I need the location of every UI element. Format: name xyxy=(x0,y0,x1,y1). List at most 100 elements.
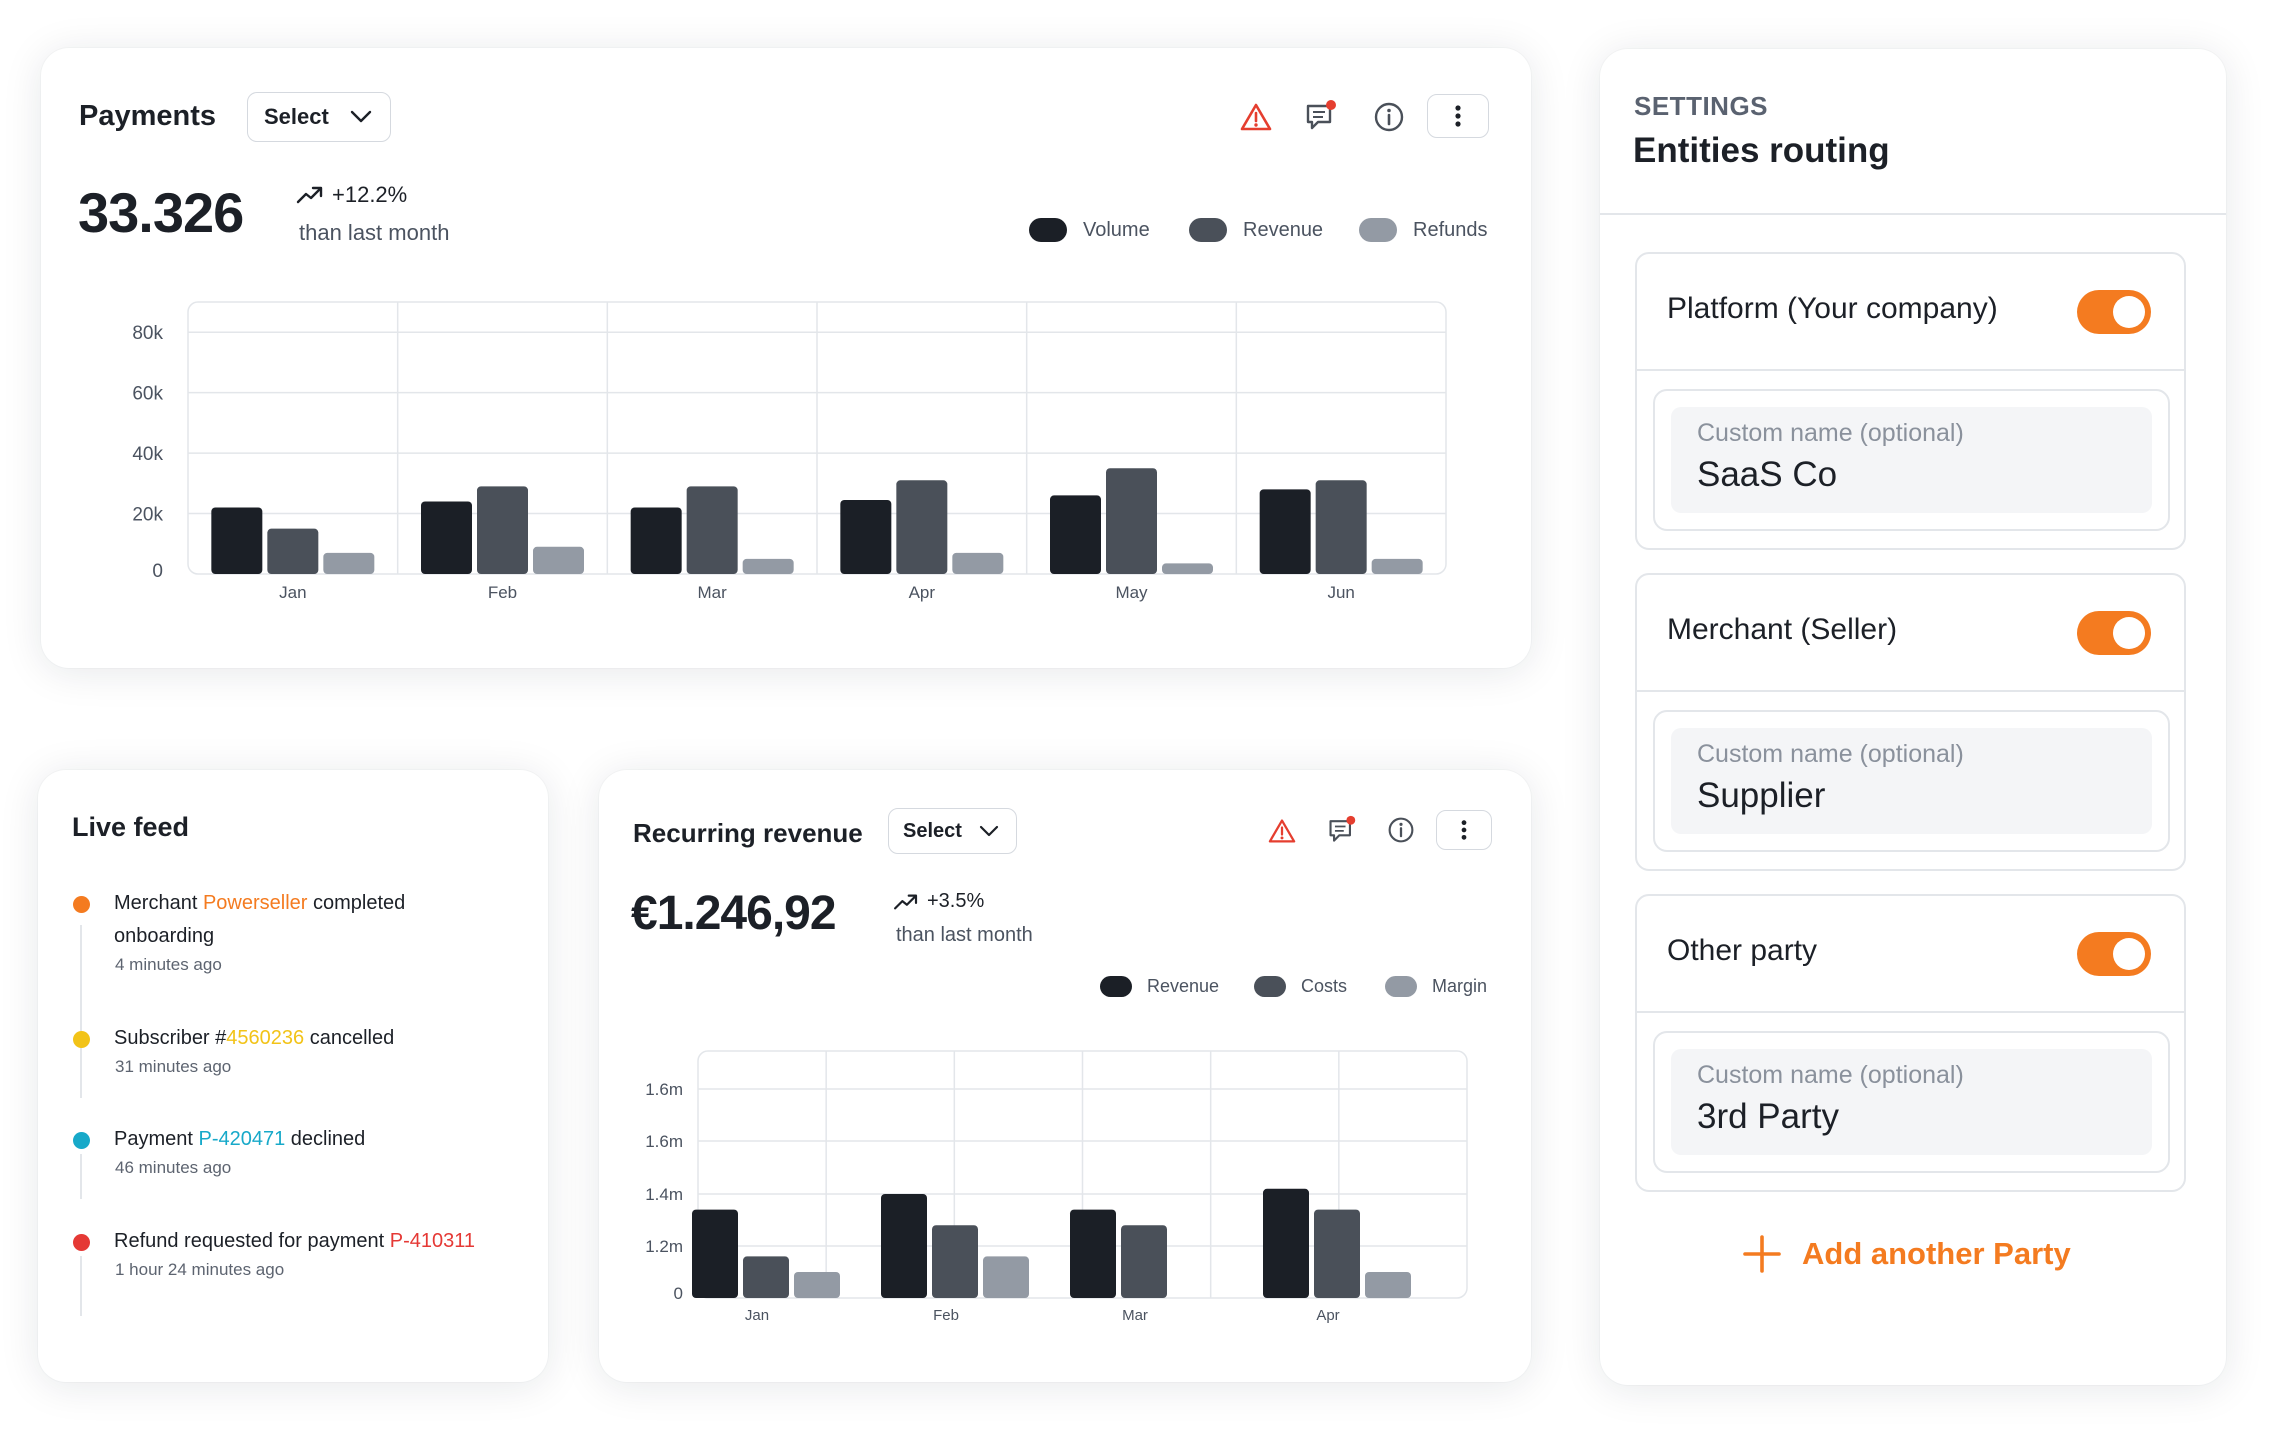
toggle-knob xyxy=(2113,938,2145,970)
party-merchant: Merchant (Seller) Custom name (optional)… xyxy=(1635,573,2186,871)
chevron-down-icon xyxy=(350,110,372,123)
payments-title: Payments xyxy=(79,100,217,132)
feed-item-link[interactable]: Powerseller xyxy=(202,892,308,914)
bar-refunds xyxy=(952,552,1004,574)
feed-item-text: Subscriber #4560236 cancelled xyxy=(114,1022,534,1055)
message-icon[interactable] xyxy=(1326,814,1358,846)
add-party-button[interactable]: Add another Party xyxy=(1742,1234,2071,1274)
trend-value: +12.2% xyxy=(332,182,408,207)
x-tick-label: Jan xyxy=(745,1307,769,1324)
legend-refunds: Refunds xyxy=(1359,218,1488,242)
custom-name-field[interactable]: Custom name (optional) 3rd Party xyxy=(1671,1049,2152,1155)
feed-text-prefix: Subscriber # xyxy=(114,1027,227,1049)
feed-item-text: Refund requested for payment P-410311 xyxy=(114,1225,534,1258)
trend-up-icon xyxy=(296,186,323,204)
divider xyxy=(1600,213,2226,215)
y-tick-label: 1.4m xyxy=(645,1185,683,1204)
select-label: Select xyxy=(903,819,962,842)
field-value: SaaS Co xyxy=(1697,455,1838,494)
feed-status-dot xyxy=(73,896,90,913)
bar-revenue xyxy=(1106,468,1157,574)
legend-label: Volume xyxy=(1083,218,1150,241)
bar-revenue xyxy=(692,1209,738,1298)
select-label: Select xyxy=(264,104,329,129)
y-tick-label: 40k xyxy=(132,444,163,465)
field-value: 3rd Party xyxy=(1697,1097,1839,1136)
y-tick-label: 1.6m xyxy=(645,1080,683,1099)
legend-label: Costs xyxy=(1301,976,1348,996)
trend-value: +3.5% xyxy=(927,890,985,912)
feed-item-time: 1 hour 24 minutes ago xyxy=(115,1260,285,1279)
bar-refunds xyxy=(323,552,375,574)
toggle-knob xyxy=(2113,617,2145,649)
x-tick-label: Jan xyxy=(279,583,306,602)
bar-costs xyxy=(743,1256,789,1298)
party-other: Other party Custom name (optional) 3rd P… xyxy=(1635,894,2186,1192)
legend-label: Margin xyxy=(1432,976,1488,996)
feed-status-dot xyxy=(73,1031,90,1048)
chevron-down-icon xyxy=(979,825,999,837)
x-tick-label: Feb xyxy=(933,1307,959,1324)
legend-swatch xyxy=(1189,218,1227,242)
feed-item-link[interactable]: P-420471 xyxy=(198,1128,286,1150)
x-tick-label: Apr xyxy=(909,583,936,602)
party-platform: Platform (Your company) Custom name (opt… xyxy=(1635,252,2186,550)
feed-timeline-line xyxy=(80,1256,82,1316)
warning-icon[interactable] xyxy=(1239,100,1273,134)
party-name: Other party xyxy=(1667,934,1818,967)
payments-trend: +12.2% xyxy=(296,182,407,208)
feed-timeline-line xyxy=(80,1053,82,1098)
y-tick-label: 60k xyxy=(132,384,163,405)
bar-refunds xyxy=(533,546,584,574)
bar-revenue xyxy=(881,1194,927,1298)
party-toggle[interactable] xyxy=(2077,290,2151,334)
x-tick-label: Apr xyxy=(1316,1307,1339,1324)
more-vertical-icon[interactable] xyxy=(1436,810,1492,850)
more-vertical-icon[interactable] xyxy=(1427,94,1489,138)
x-tick-label: Mar xyxy=(698,583,728,602)
legend-volume: Volume xyxy=(1029,218,1150,242)
bar-margin xyxy=(1365,1272,1411,1298)
legend-swatch xyxy=(1029,218,1067,242)
bar-revenue xyxy=(1315,480,1367,574)
feed-timeline-line xyxy=(80,925,82,1058)
party-toggle[interactable] xyxy=(2077,932,2151,976)
recurring-select[interactable]: Select xyxy=(888,808,1017,854)
bar-revenue xyxy=(686,486,738,574)
legend-revenue: Revenue xyxy=(1189,218,1323,242)
custom-name-field[interactable]: Custom name (optional) SaaS Co xyxy=(1671,407,2152,513)
field-value: Supplier xyxy=(1697,776,1826,815)
bar-volume xyxy=(630,507,682,574)
feed-status-dot xyxy=(73,1234,90,1251)
bar-revenue xyxy=(1263,1188,1309,1298)
feed-text-prefix: Refund requested for payment xyxy=(114,1230,390,1252)
warning-icon[interactable] xyxy=(1267,816,1297,846)
bar-volume xyxy=(211,507,263,574)
recurring-title: Recurring revenue xyxy=(633,818,863,848)
payments-chart: 0 20k 40k 60k 80k Jan Feb Mar Apr May Jun xyxy=(132,301,1447,602)
info-icon[interactable] xyxy=(1372,100,1406,134)
bar-volume xyxy=(421,501,472,574)
message-icon[interactable] xyxy=(1304,98,1338,134)
payments-card: Payments Select 33.326 +12.2% than last … xyxy=(41,48,1531,668)
party-toggle[interactable] xyxy=(2077,611,2151,655)
trend-subtext: than last month xyxy=(299,220,450,245)
y-tick-label: 20k xyxy=(132,505,163,526)
party-body: Custom name (optional) 3rd Party xyxy=(1653,1031,2170,1173)
bar-refunds xyxy=(1371,558,1423,574)
legend-label: Refunds xyxy=(1413,218,1488,241)
bar-revenue xyxy=(896,480,948,574)
recurring-revenue-card: Recurring revenue Select €1.246,92 +3.5%… xyxy=(599,770,1531,1382)
info-icon[interactable] xyxy=(1386,815,1416,845)
feed-item-time: 46 minutes ago xyxy=(115,1158,232,1177)
custom-name-field[interactable]: Custom name (optional) Supplier xyxy=(1671,728,2152,834)
settings-card: SETTINGS Entities routing Platform (Your… xyxy=(1600,49,2226,1385)
bar-margin xyxy=(794,1272,840,1298)
recurring-chart: 0 1.2m 1.4m 1.6m 1.6m Jan Feb Mar Apr xyxy=(645,1050,1468,1324)
feed-text-suffix: completed onboarding xyxy=(114,892,406,947)
legend-swatch xyxy=(1385,976,1417,997)
feed-item-link[interactable]: 4560236 xyxy=(226,1027,305,1049)
legend-swatch xyxy=(1100,976,1132,997)
payments-select[interactable]: Select xyxy=(247,92,391,142)
feed-item-link[interactable]: P-410311 xyxy=(389,1230,475,1252)
